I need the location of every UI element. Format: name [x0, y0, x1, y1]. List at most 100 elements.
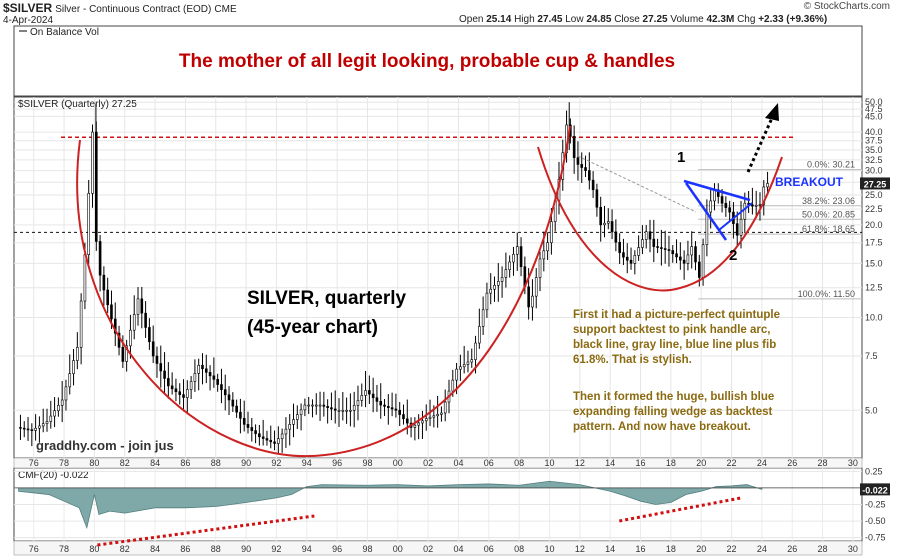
exchange: CME	[214, 4, 237, 15]
x-tick-label-bottom: 76	[29, 544, 39, 554]
candle-body	[223, 389, 227, 396]
x-tick-label: 94	[302, 458, 312, 468]
breakout-label: BREAKOUT	[775, 175, 844, 189]
x-tick-label: 98	[362, 458, 372, 468]
candle-body	[375, 397, 379, 402]
candle-body	[440, 412, 443, 415]
x-tick-label-bottom: 90	[241, 544, 251, 554]
candle-body	[41, 423, 45, 427]
candle-body	[132, 314, 136, 331]
x-tick-label: 12	[575, 458, 585, 468]
candle-body	[735, 223, 739, 236]
candle-body	[754, 204, 758, 207]
candle-body	[580, 164, 584, 168]
x-tick-label: 90	[241, 458, 251, 468]
candle-body	[690, 246, 694, 256]
x-tick-label-bottom: 78	[59, 544, 69, 554]
candle-body	[193, 373, 197, 382]
candle-body	[656, 246, 659, 248]
x-tick-label-bottom: 94	[302, 544, 312, 554]
breakout-arrow-line	[746, 117, 774, 173]
y-tick-label: 35.0	[865, 145, 883, 155]
x-tick-label: 78	[59, 458, 69, 468]
candle-body	[368, 390, 371, 395]
candle-body	[311, 404, 314, 407]
fib-label: 38.2%: 23.06	[802, 196, 855, 206]
x-tick-label: 28	[818, 458, 828, 468]
x-tick-label: 04	[453, 458, 463, 468]
x-tick-label-bottom: 12	[575, 544, 585, 554]
fib-label: 0.0%: 30.21	[807, 160, 855, 170]
candle-body	[178, 391, 182, 395]
candle-body	[49, 415, 53, 422]
candle-body	[743, 202, 747, 220]
candle-body	[113, 318, 117, 334]
candle-body	[667, 249, 671, 251]
candle-body	[106, 289, 109, 306]
candle-body	[360, 395, 364, 401]
candle-body	[140, 298, 144, 314]
candle-body	[239, 411, 242, 419]
obv-label: On Balance Vol	[30, 27, 99, 38]
candle-body	[424, 418, 428, 422]
candle-body	[246, 424, 250, 428]
mark-2: 2	[729, 247, 737, 264]
candle-body	[208, 372, 212, 377]
candle-body	[493, 284, 496, 290]
candle-body	[713, 189, 716, 202]
cmf-value-text: -0.022	[862, 485, 888, 495]
candle-body	[167, 378, 170, 387]
y-tick-label: 25.0	[865, 190, 883, 200]
candle-body	[91, 131, 94, 194]
candle-body	[79, 300, 83, 348]
candle-body	[129, 329, 132, 347]
candle-body	[603, 222, 606, 226]
candle-body	[68, 373, 72, 388]
x-tick-label-bottom: 24	[757, 544, 767, 554]
x-tick-label-bottom: 04	[453, 544, 463, 554]
x-axis-strip-bottom	[13, 540, 863, 556]
candle-body	[53, 410, 56, 417]
candle-body	[299, 409, 303, 416]
candle-body	[462, 364, 466, 368]
candle-body	[508, 261, 511, 270]
y-tick-label: 40.0	[865, 127, 883, 137]
candle-body	[675, 253, 678, 258]
candle-body	[34, 427, 37, 431]
candle-body	[686, 254, 690, 264]
x-tick-label: 88	[211, 458, 221, 468]
candle-body	[345, 409, 348, 412]
candle-body	[610, 221, 614, 233]
note-line: black line, gray line, blue line plus fi…	[573, 339, 776, 351]
cmf-trendline-1	[97, 514, 315, 547]
candle-body	[428, 416, 432, 419]
x-tick-label-bottom: 26	[787, 544, 797, 554]
y-tick-label: 12.5	[865, 283, 883, 293]
fib-label: 50.0%: 20.85	[802, 209, 855, 219]
candle-body	[705, 211, 709, 246]
y-tick-label: 20.0	[865, 220, 883, 230]
candle-body	[739, 218, 743, 236]
cmf-trendline-2	[619, 496, 741, 523]
x-tick-label: 92	[271, 458, 281, 468]
candle-body	[485, 292, 489, 311]
y-tick-label: 30.0	[865, 166, 883, 176]
candle-body	[326, 406, 329, 408]
x-tick-label: 82	[120, 458, 130, 468]
candle-body	[273, 441, 276, 444]
wedge-apex-line	[718, 202, 753, 231]
candle-body	[64, 386, 68, 401]
x-tick-label-bottom: 80	[89, 544, 99, 554]
gray-trendline	[577, 155, 697, 213]
candle-body	[405, 418, 409, 424]
candle-body	[436, 414, 439, 417]
y-tick-label: 37.5	[865, 136, 883, 146]
y-tick-label: 15.0	[865, 258, 883, 268]
candle-body	[30, 429, 34, 431]
candle-body	[599, 206, 602, 226]
candle-body	[466, 361, 470, 365]
candle-body	[261, 436, 265, 439]
wedge-lower-line	[684, 182, 728, 241]
candle-body	[512, 253, 515, 263]
candle-body	[303, 404, 307, 411]
